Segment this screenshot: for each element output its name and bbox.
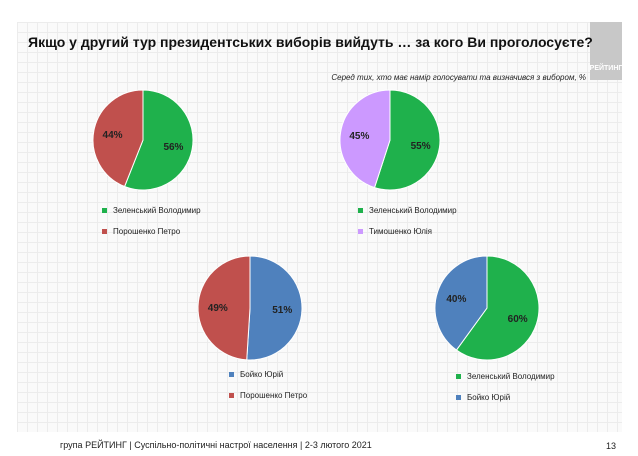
legend-swatch (358, 208, 363, 213)
legend-swatch (229, 393, 234, 398)
legend-label: Бойко Юрій (467, 393, 511, 402)
legend-swatch (358, 229, 363, 234)
pie-slice (373, 89, 441, 191)
data-label: 60% (508, 314, 528, 325)
legend-item: Порошенко Петро (102, 227, 180, 236)
pie-slice (92, 89, 144, 188)
legend-label: Бойко Юрій (240, 370, 284, 379)
data-label: 56% (163, 142, 183, 153)
logo-text: РЕЙТИНГ (589, 65, 623, 72)
legend-item: Зеленський Володимир (456, 372, 555, 381)
slide-background (17, 22, 622, 432)
chart-title: Якщо у другий тур президентських виборів… (28, 34, 593, 50)
pie-slice (123, 89, 194, 191)
logo: РЕЙТИНГ (590, 22, 622, 80)
pie-slice (197, 255, 251, 361)
data-label: 40% (446, 294, 466, 305)
legend-label: Зеленський Володимир (113, 206, 201, 215)
legend-swatch (102, 229, 107, 234)
legend-item: Тимошенко Юлія (358, 227, 432, 236)
legend-item: Зеленський Володимир (102, 206, 201, 215)
legend-item: Порошенко Петро (229, 391, 307, 400)
chart-subtitle: Серед тих, хто має намір голосувати та в… (331, 73, 586, 82)
legend-label: Тимошенко Юлія (369, 227, 432, 236)
data-label: 45% (349, 131, 369, 142)
legend-item: Бойко Юрій (456, 393, 510, 402)
data-label: 44% (103, 130, 123, 141)
footer: група РЕЙТИНГ | Суспільно-політичні наст… (60, 440, 372, 450)
legend-item: Зеленський Володимир (358, 206, 457, 215)
pie-slice (339, 89, 391, 189)
legend-label: Зеленський Володимир (467, 372, 555, 381)
data-label: 49% (208, 303, 228, 314)
pie-slice (434, 255, 488, 351)
legend-label: Порошенко Петро (240, 391, 308, 400)
legend-swatch (456, 395, 461, 400)
pie-slice (455, 255, 540, 361)
legend-swatch (456, 374, 461, 379)
legend-swatch (102, 208, 107, 213)
page-number: 13 (606, 441, 617, 451)
data-label: 51% (272, 305, 292, 316)
data-label: 55% (411, 141, 431, 152)
legend-swatch (229, 372, 234, 377)
legend-label: Зеленський Володимир (369, 206, 457, 215)
legend-item: Бойко Юрій (229, 370, 283, 379)
pie-slice (246, 255, 303, 361)
legend-label: Порошенко Петро (113, 227, 181, 236)
